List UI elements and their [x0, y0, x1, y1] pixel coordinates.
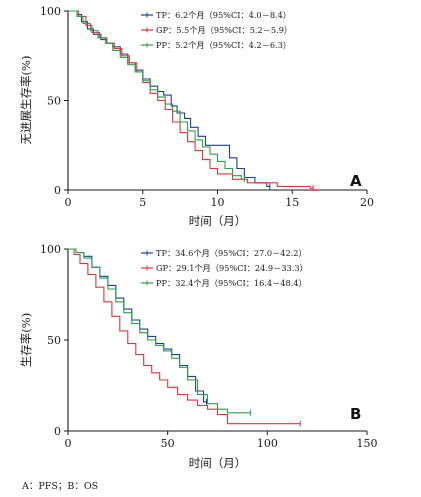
y-axis-title: 生存率(%)	[19, 313, 33, 367]
x-axis-title: 时间（月）	[189, 456, 247, 470]
legend-label: TP：34.6个月（95%CI：27.0－42.2）	[156, 248, 307, 258]
x-tick-label: 0	[65, 196, 72, 209]
x-tick-label: 50	[161, 437, 175, 450]
y-tick-label: 0	[54, 425, 61, 438]
legend-label: GP：29.1个月（95%CI：24.9－33.3）	[156, 263, 308, 273]
legend-label: PP：32.4个月（95%CI：16.4－48.4）	[156, 278, 307, 288]
x-tick-label: 100	[257, 437, 278, 450]
x-tick-label: 150	[357, 437, 378, 450]
figure-caption: A：PFS；B：OS	[22, 481, 99, 492]
y-tick-label: 50	[47, 334, 61, 347]
y-tick-label: 50	[47, 95, 61, 108]
os-panel: 0 50 100 0 50 100 150 时间（月） 生存率(%) B TP：34.6个月（95%…	[19, 243, 378, 470]
panel-letter: B	[350, 405, 361, 423]
pfs-panel: 0 50 100 0 5 10 15 20 时间（月） 无进展生存率(%) A TP：6.2个月（95…	[19, 5, 374, 228]
x-axis-title: 时间（月）	[189, 214, 247, 228]
y-axis-title: 无进展生存率(%)	[19, 56, 33, 145]
legend-label: GP：5.5个月（95%CI：5.2－5.9）	[156, 25, 292, 35]
x-tick-label: 20	[360, 196, 374, 209]
x-tick-label: 15	[285, 196, 299, 209]
survival-curve-gp	[68, 248, 301, 425]
y-tick-label: 0	[54, 184, 61, 197]
legend-label: TP：6.2个月（95%CI：4.0－8.4）	[156, 10, 291, 20]
x-tick-label: 0	[65, 437, 72, 450]
x-tick-label: 10	[211, 196, 225, 209]
x-tick-label: 5	[139, 196, 146, 209]
panel-letter: A	[350, 172, 362, 190]
legend-label: PP：5.2个月（95%CI：4.2－6.3）	[156, 40, 291, 50]
y-tick-label: 100	[40, 243, 61, 256]
survival-curve-pp	[68, 10, 245, 180]
survival-curve-pp	[68, 248, 251, 414]
y-tick-label: 100	[40, 5, 61, 18]
